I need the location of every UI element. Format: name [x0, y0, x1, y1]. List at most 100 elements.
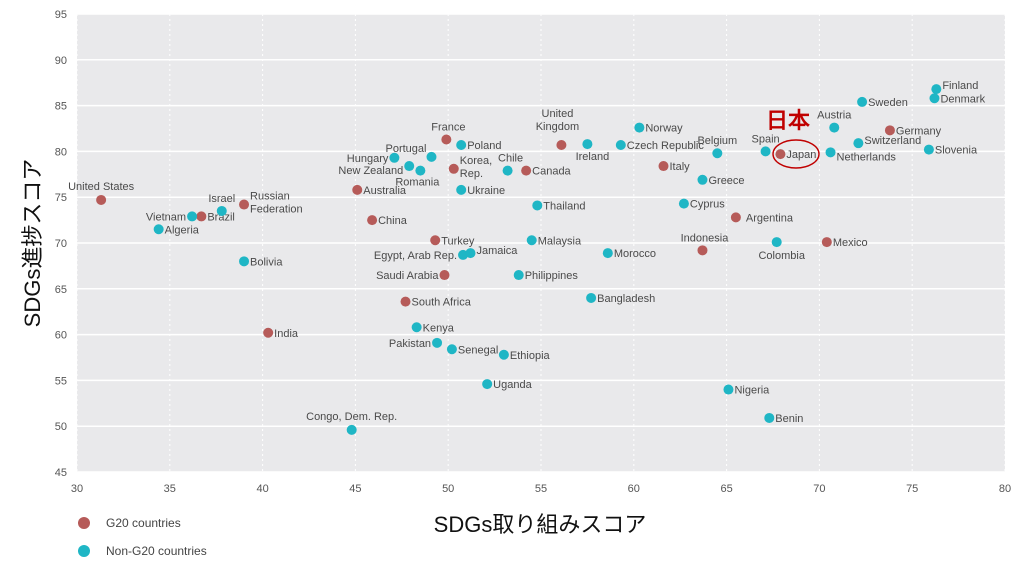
- grid: [76, 13, 1006, 473]
- x-tick-label: 80: [999, 483, 1011, 495]
- point-switzerland: [853, 138, 864, 149]
- point-label-switzerland: Switzerland: [864, 135, 921, 147]
- point-thailand: [532, 200, 543, 211]
- point-italy: [658, 161, 669, 172]
- point-chile: [502, 165, 513, 176]
- x-axis-label: SDGs取り組みスコア: [434, 512, 647, 537]
- point-label-sweden: Sweden: [868, 97, 908, 109]
- point-slovenia: [923, 144, 934, 155]
- y-tick-label: 70: [55, 238, 67, 250]
- point-malaysia: [526, 235, 537, 246]
- point-label-australia: Australia: [363, 185, 407, 197]
- point-label-saudi-arabia: Saudi Arabia: [376, 270, 439, 282]
- y-tick-label: 45: [55, 467, 67, 479]
- point-hungary: [389, 152, 400, 163]
- point-label-philippines: Philippines: [525, 270, 579, 282]
- point-label-slovenia: Slovenia: [935, 145, 978, 157]
- point-label-denmark: Denmark: [940, 93, 985, 105]
- point-greece: [697, 174, 708, 185]
- point-label-brazil: Brazil: [207, 211, 235, 223]
- point-label-egypt-arab-rep: Egypt, Arab Rep.: [374, 250, 457, 262]
- y-tick-label: 55: [55, 375, 67, 387]
- point-uganda: [482, 379, 493, 390]
- point-israel: [216, 205, 227, 216]
- point-canada: [521, 165, 532, 176]
- point-label-congo-dem-rep: Congo, Dem. Rep.: [306, 411, 397, 423]
- point-mexico: [821, 237, 832, 248]
- point-china: [367, 215, 378, 226]
- point-label-south-africa: South Africa: [412, 297, 472, 309]
- point-saudi-arabia: [439, 270, 450, 281]
- point-label-czech-republic: Czech Republic: [627, 140, 705, 152]
- point-turkey: [430, 235, 441, 246]
- point-germany: [884, 125, 895, 136]
- point-south-africa: [400, 296, 411, 307]
- y-tick-label: 85: [55, 101, 67, 113]
- point-label-cyprus: Cyprus: [690, 199, 725, 211]
- point-label-pakistan: Pakistan: [389, 338, 431, 350]
- point-united-kingdom: [556, 139, 567, 150]
- point-colombia: [771, 237, 782, 248]
- point-morocco: [602, 248, 613, 259]
- point-label-russian-federation: Russian Federation: [250, 191, 303, 216]
- point-label-germany: Germany: [896, 125, 942, 137]
- y-tick-label: 60: [55, 330, 67, 342]
- point-argentina: [730, 212, 741, 223]
- point-label-romania: Romania: [395, 177, 440, 189]
- japan-highlight-ellipse: [772, 139, 820, 169]
- point-ireland: [582, 139, 593, 150]
- legend-marker-g20: [78, 517, 90, 529]
- y-tick-label: 50: [55, 421, 67, 433]
- point-sweden: [857, 96, 868, 107]
- point-ethiopia: [498, 349, 509, 360]
- point-label-united-states: United States: [68, 181, 135, 193]
- point-label-algeria: Algeria: [165, 224, 200, 236]
- point-bolivia: [239, 256, 250, 267]
- y-axis-label: SDGs進捗スコア: [20, 159, 45, 328]
- point-label-ukraine: Ukraine: [467, 185, 505, 197]
- point-label-nigeria: Nigeria: [734, 385, 770, 397]
- point-label-hungary: Hungary: [347, 153, 389, 165]
- point-algeria: [153, 224, 164, 235]
- point-label-netherlands: Netherlands: [837, 151, 897, 163]
- point-jamaica: [465, 248, 476, 259]
- point-indonesia: [697, 245, 708, 256]
- point-russian-federation: [239, 199, 250, 210]
- point-bangladesh: [586, 292, 597, 303]
- point-label-austria: Austria: [817, 110, 852, 122]
- point-label-italy: Italy: [669, 161, 690, 173]
- point-label-colombia: Colombia: [758, 250, 805, 262]
- point-france: [441, 134, 452, 145]
- point-label-bangladesh: Bangladesh: [597, 293, 655, 305]
- point-label-greece: Greece: [708, 175, 744, 187]
- point-label-vietnam: Vietnam: [146, 211, 186, 223]
- point-label-turkey: Turkey: [441, 235, 475, 247]
- point-label-canada: Canada: [532, 166, 571, 178]
- point-label-poland: Poland: [467, 140, 501, 152]
- point-label-indonesia: Indonesia: [681, 232, 730, 244]
- point-korea-rep: [448, 163, 459, 174]
- data-points: United States Brazil Russian Federation Indi…: [68, 80, 986, 435]
- point-label-india: India: [274, 328, 299, 340]
- point-label-bolivia: Bolivia: [250, 256, 283, 268]
- point-czech-republic: [615, 139, 626, 150]
- x-tick-label: 35: [164, 483, 176, 495]
- point-label-ethiopia: Ethiopia: [510, 350, 551, 362]
- x-tick-label: 50: [442, 483, 454, 495]
- axis-ticks: 45 50 55 60 65 70 75 80 85 90 95 30 35 40 45 50 55 60 65 70…: [55, 9, 1011, 495]
- point-new-zealand: [404, 161, 415, 172]
- point-label-korea-rep: Korea, Rep.: [460, 155, 492, 180]
- point-label-israel: Israel: [208, 193, 235, 205]
- point-label-morocco: Morocco: [614, 248, 656, 260]
- point-label-mexico: Mexico: [833, 237, 868, 249]
- y-tick-label: 80: [55, 146, 67, 158]
- point-label-senegal: Senegal: [458, 344, 498, 356]
- point-united-states: [96, 194, 107, 205]
- point-brazil: [196, 211, 207, 222]
- point-portugal: [426, 151, 437, 162]
- x-tick-label: 30: [71, 483, 83, 495]
- point-poland: [456, 139, 467, 150]
- point-label-new-zealand: New Zealand: [338, 165, 403, 177]
- legend: G20 countries Non-G20 countries: [78, 516, 207, 558]
- y-tick-label: 90: [55, 55, 67, 67]
